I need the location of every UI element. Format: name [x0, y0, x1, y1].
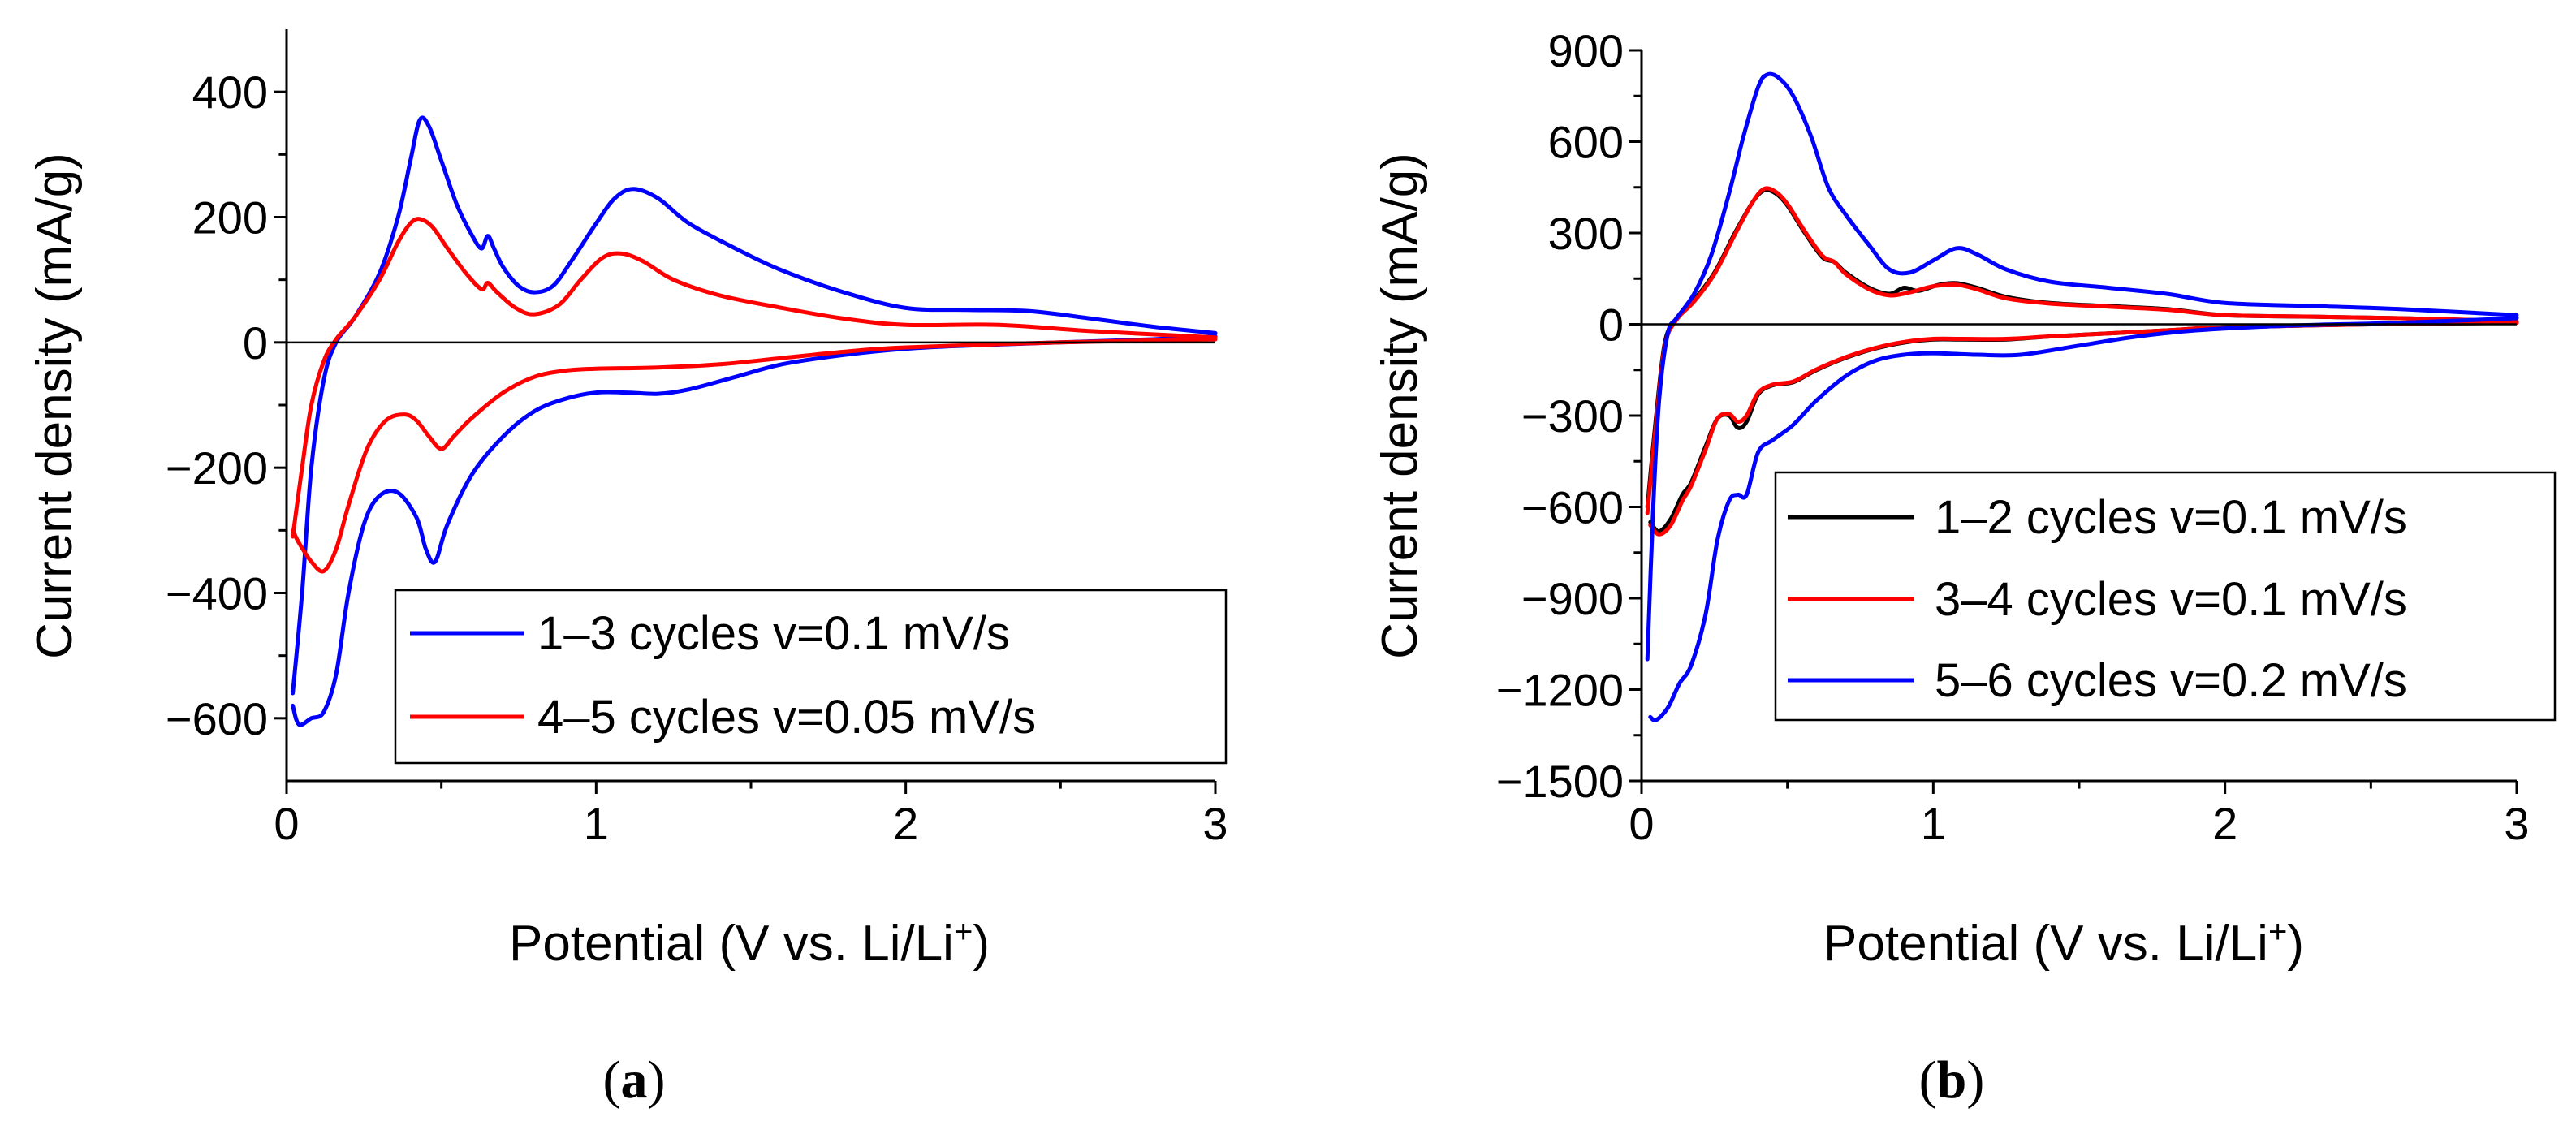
panel-b-y-tick-label: 0 — [1599, 300, 1624, 351]
panel-b-series-2-cathodic-curve — [1648, 321, 2519, 537]
panel-a-curves — [291, 115, 1218, 727]
panel-a-legend-label-2: 4–5 cycles v=0.05 mV/s — [537, 691, 1036, 744]
panel-a-y-tick-label: −600 — [166, 693, 268, 744]
panel-a-y-axis-title: Current density (mA/g) — [27, 153, 83, 659]
panel-a-x-tick-label: 3 — [1202, 798, 1228, 849]
panel-a-y-tick-label: 0 — [243, 317, 268, 369]
panel-a-y-tick-label: 200 — [192, 192, 268, 244]
panel-b-tick-labels: 0 1 2 3 −1500 −1200 −900 −600 −300 0 300 600 900 — [1496, 25, 2530, 849]
panel-a-series-2-cathodic-curve — [291, 337, 1218, 574]
panel-b-y-axis-title: Current density (mA/g) — [1372, 153, 1428, 659]
panel-b-series-3-anodic-curve — [1645, 71, 2519, 662]
panel-b-axes — [1629, 49, 2518, 794]
panel-b-x-tick-label: 0 — [1629, 798, 1654, 849]
panel-b-x-axis-title: Potential (V vs. Li/Li+) — [1823, 914, 2304, 972]
panel-b-x-tick-label: 1 — [1921, 798, 1946, 849]
panel-b-series-2-anodic-curve — [1645, 186, 2519, 515]
panel-a-tick-labels: 0 1 2 3 −600 −400 −200 0 200 400 — [166, 67, 1228, 849]
panel-b-legend-label-2: 3–4 cycles v=0.1 mV/s — [1935, 573, 2407, 626]
panel-a-series-2-anodic-curve — [291, 217, 1218, 539]
panel-a-x-tick-label: 2 — [893, 798, 918, 849]
panel-b-series-1-anodic-curve — [1645, 188, 2519, 509]
panel-b-legend-label-1: 1–2 cycles v=0.1 mV/s — [1935, 491, 2407, 544]
panel-a-legend-label-1: 1–3 cycles v=0.1 mV/s — [537, 607, 1010, 660]
panel-b-y-tick-label: −900 — [1521, 573, 1624, 624]
panel-a-x-axis-title: Potential (V vs. Li/Li+) — [509, 914, 990, 972]
panel-b-y-tick-label: −1200 — [1496, 665, 1624, 716]
panel-a-x-tick-label: 0 — [274, 798, 299, 849]
panel-b-x-tick-label: 2 — [2212, 798, 2237, 849]
panel-a-y-tick-label: −400 — [166, 568, 268, 619]
panel-a-y-tick-label: −200 — [166, 442, 268, 494]
panel-b-legend: 1–2 cycles v=0.1 mV/s 3–4 cycles v=0.1 m… — [1774, 471, 2557, 722]
panel-a-legend-box — [394, 589, 1228, 765]
panel-a-x-tick-label: 1 — [584, 798, 609, 849]
panel-b-label: (b) — [1919, 1050, 1985, 1110]
panel-a-axes — [274, 29, 1217, 794]
panel-a-legend: 1–3 cycles v=0.1 mV/s 4–5 cycles v=0.05 … — [394, 589, 1228, 765]
panel-b-x-tick-label: 3 — [2504, 798, 2529, 849]
panel-a-label: (a) — [603, 1050, 666, 1110]
panel-b-y-tick-label: 900 — [1548, 25, 1624, 76]
panel-b-y-tick-label: −300 — [1521, 390, 1624, 442]
panel-b-chart: 0 1 2 3 −1500 −1200 −900 −600 −300 0 300 600 900 Cur… — [1372, 25, 2557, 1110]
panel-b-y-tick-label: 300 — [1548, 208, 1624, 259]
panel-b-y-tick-label: −1500 — [1496, 756, 1624, 807]
panel-b-y-tick-label: −600 — [1521, 482, 1624, 533]
panel-a-chart: 0 1 2 3 −600 −400 −200 0 200 400 Current density … — [27, 29, 1228, 1110]
panel-b-y-tick-label: 600 — [1548, 117, 1624, 168]
panel-a-y-tick-label: 400 — [192, 67, 268, 118]
panel-b-curves — [1645, 71, 2519, 722]
panel-b-legend-label-3: 5–6 cycles v=0.2 mV/s — [1935, 654, 2407, 707]
panel-b-series-3-cathodic-curve — [1648, 316, 2519, 722]
